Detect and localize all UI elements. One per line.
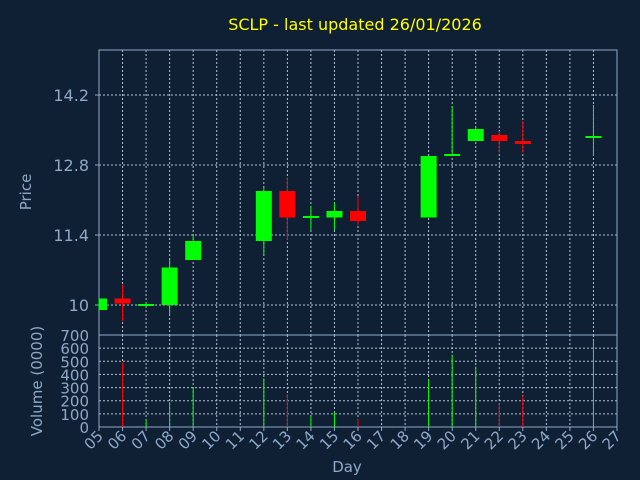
- x-tick-label: 08: [151, 427, 177, 453]
- x-tick-label: 24: [528, 427, 554, 453]
- x-tick-label: 21: [457, 427, 483, 453]
- x-tick-label: 13: [269, 427, 295, 453]
- x-tick-label: 07: [128, 427, 154, 453]
- x-tick-label: 12: [245, 427, 271, 453]
- volume-axis-label: Volume (0000): [28, 326, 46, 436]
- volume-tick-label: 600: [60, 340, 89, 358]
- x-axis-label: Day: [332, 458, 362, 476]
- price-tick-label: 12.8: [53, 156, 89, 175]
- candle-body: [114, 298, 131, 304]
- price-axis-label: Price: [17, 174, 35, 211]
- candle-body: [444, 154, 461, 156]
- candle-body: [161, 267, 178, 305]
- x-tick-label: 22: [481, 427, 507, 453]
- x-tick-label: 18: [387, 427, 413, 453]
- candle-body: [302, 216, 319, 218]
- x-tick-label: 09: [175, 427, 201, 453]
- x-tick-label: 20: [434, 427, 460, 453]
- candle-body: [350, 211, 366, 221]
- x-tick-label: 16: [340, 427, 366, 453]
- price-tick-label: 14.2: [53, 86, 89, 105]
- x-tick-label: 15: [316, 427, 342, 453]
- price-tick-label: 11.4: [53, 226, 89, 245]
- candle-body: [279, 191, 296, 218]
- candle-body: [326, 211, 343, 218]
- volume-tick-label: 100: [60, 406, 89, 424]
- x-tick-label: 14: [293, 427, 319, 453]
- x-tick-label: 25: [552, 427, 578, 453]
- chart-title: SCLP - last updated 26/01/2026: [228, 15, 482, 34]
- x-axis: 0506070809101112131415161718192021222324…: [81, 427, 625, 453]
- x-tick-label: 10: [198, 427, 224, 453]
- x-tick-label: 06: [104, 427, 130, 453]
- x-tick-label: 26: [575, 427, 601, 453]
- candle-body: [185, 241, 202, 260]
- price-panel: 10 11.4 12.8 14.2: [53, 49, 618, 336]
- candle-body: [420, 156, 437, 218]
- volume-tick-label: 0: [79, 419, 89, 437]
- price-tick-label: 10: [69, 296, 89, 315]
- x-tick-label: 11: [222, 427, 248, 453]
- volume-tick-label: 700: [60, 327, 89, 345]
- candle-body: [585, 136, 602, 138]
- candle-body: [138, 304, 155, 306]
- candle-body: [514, 141, 531, 144]
- candle-body: [99, 298, 107, 310]
- volume-tick-label: 400: [60, 366, 89, 384]
- candle-body: [255, 191, 272, 241]
- x-tick-label: 19: [410, 427, 436, 453]
- x-tick-label: 23: [504, 427, 530, 453]
- volume-tick-label: 200: [60, 393, 89, 411]
- candle-body: [491, 135, 508, 141]
- volume-tick-label: 500: [60, 353, 89, 371]
- volume-tick-label: 300: [60, 380, 89, 398]
- candle-body: [467, 129, 484, 141]
- x-tick-label: 17: [363, 427, 389, 453]
- x-tick-label: 27: [599, 427, 625, 453]
